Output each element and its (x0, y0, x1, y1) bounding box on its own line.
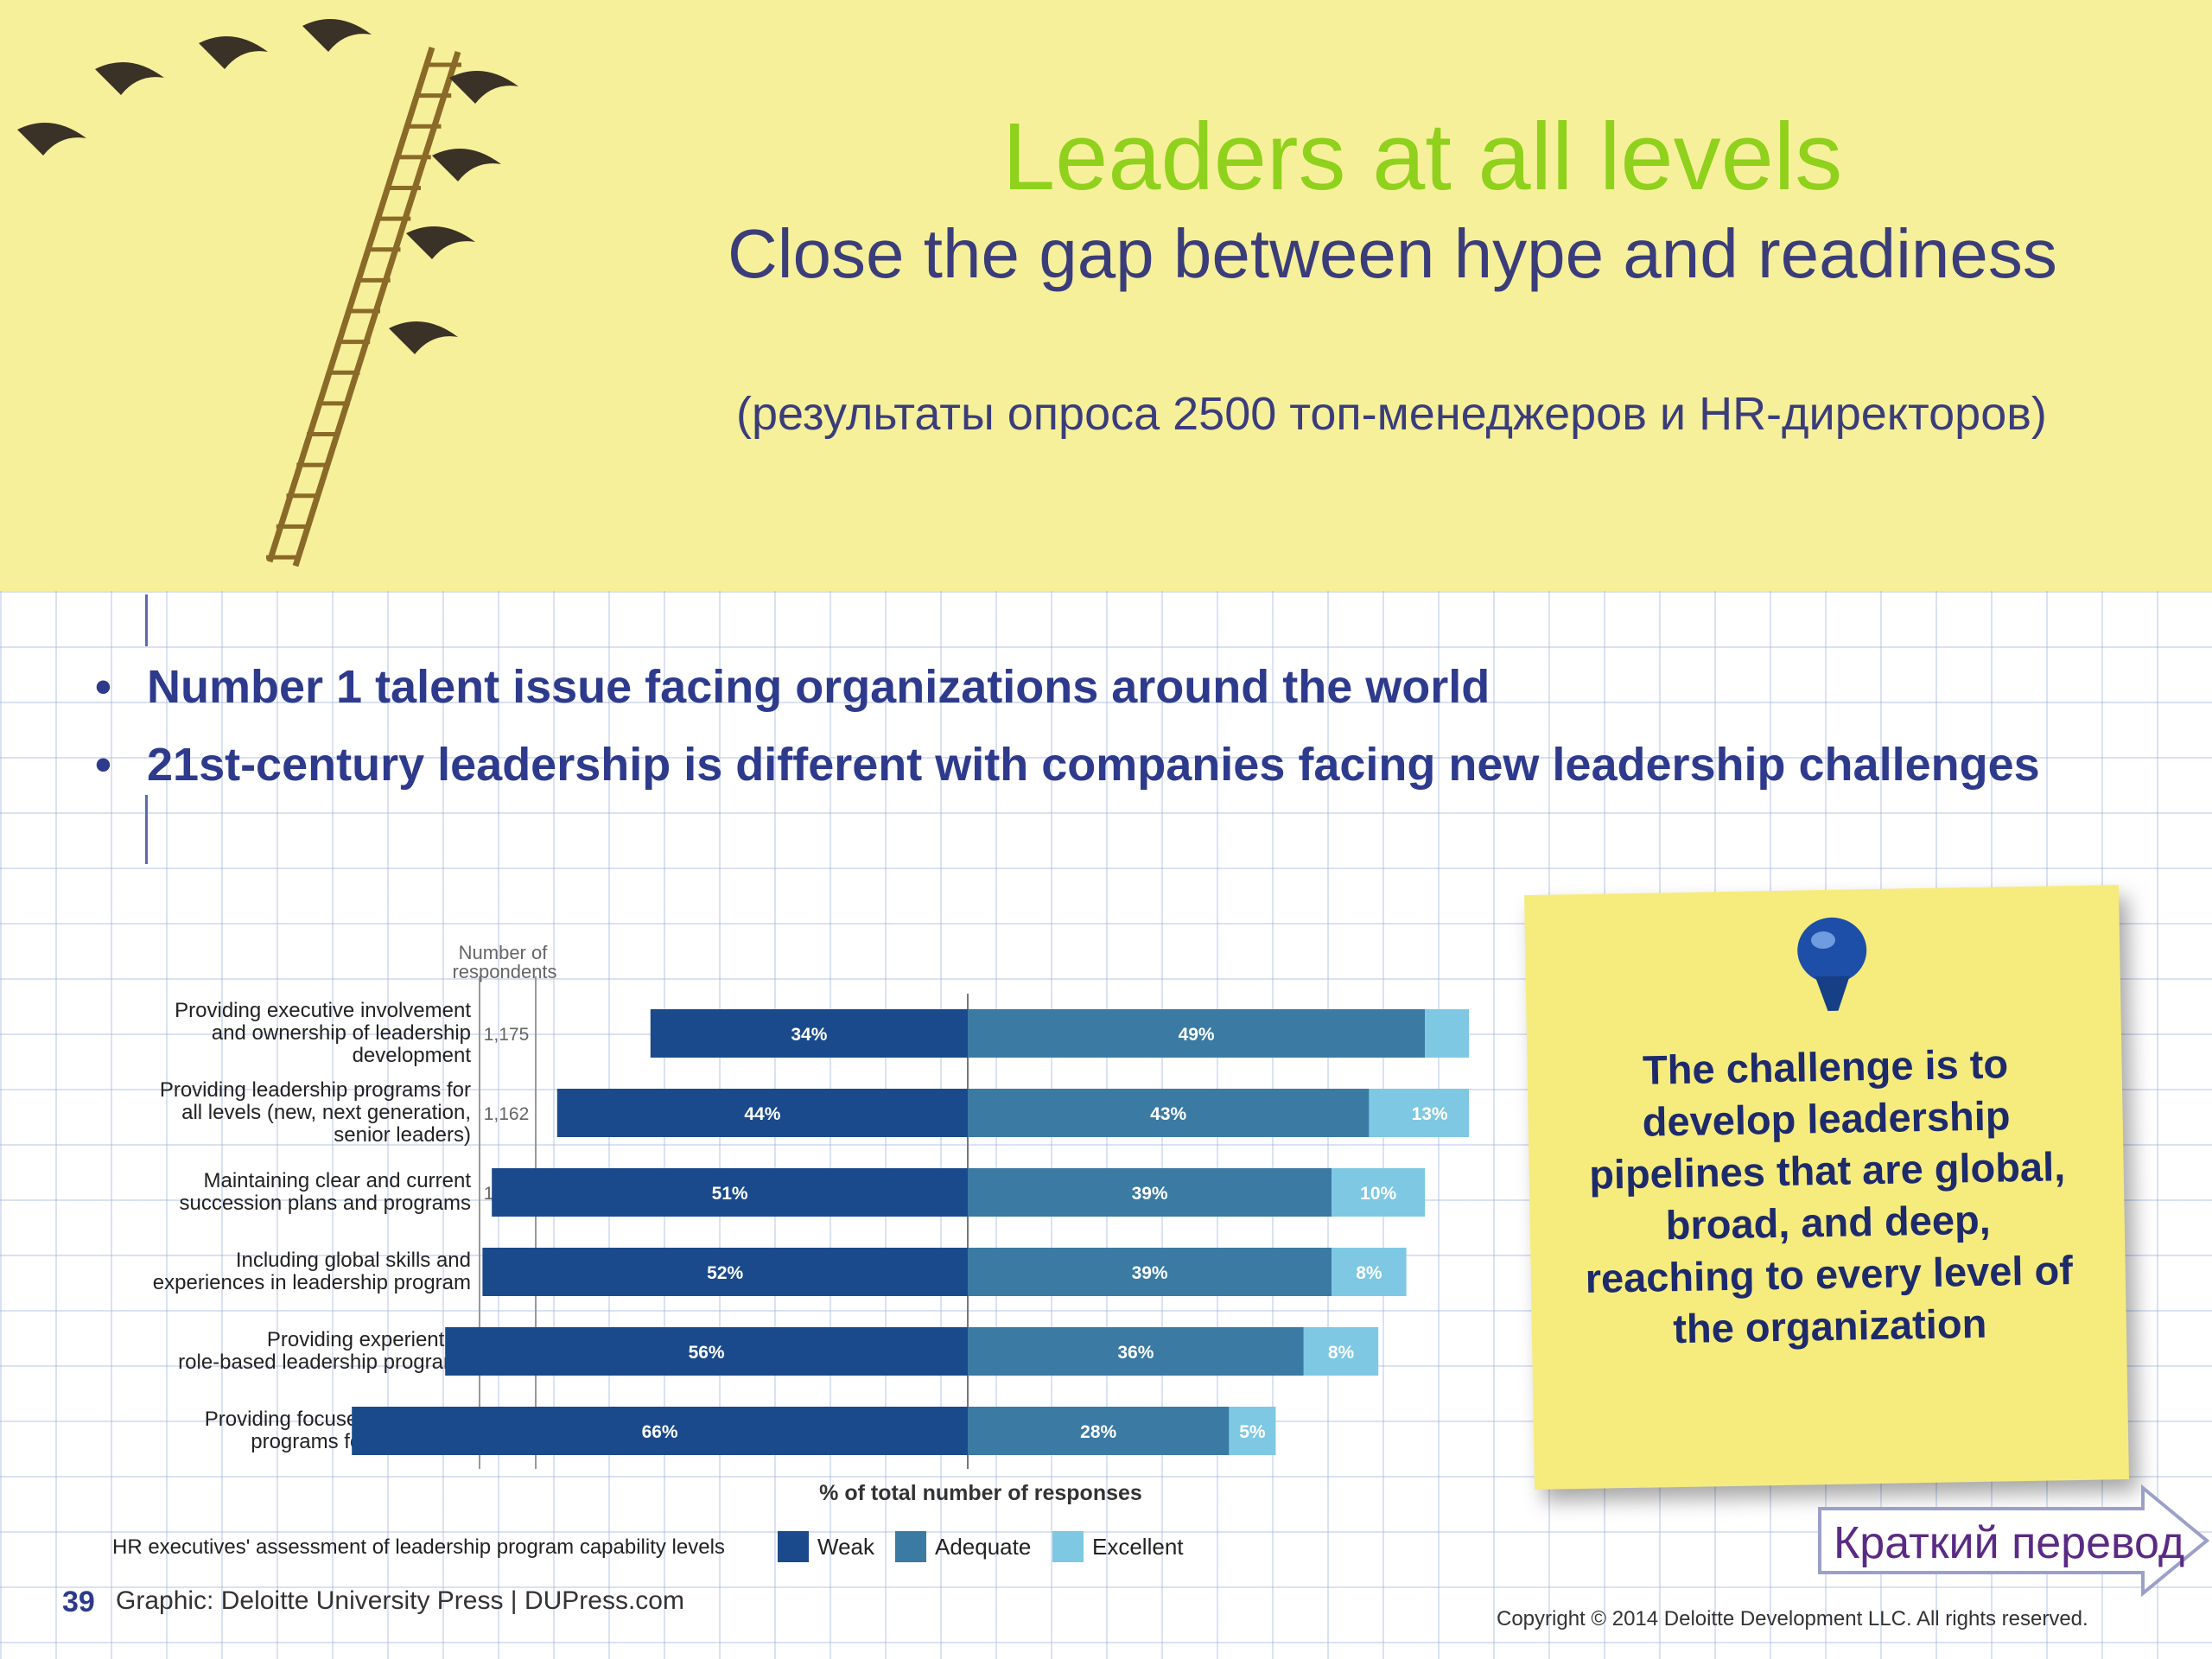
respondents-header: Number of (459, 942, 549, 963)
data-label-excellent: 8% (1356, 1263, 1382, 1283)
data-label-adequate: 36% (1117, 1343, 1154, 1363)
x-axis-label: % of total number of responses (819, 1481, 1142, 1505)
survey-note: (результаты опроса 2500 топ-менеджеров и… (736, 388, 2047, 440)
bar-adequate (968, 1248, 1332, 1296)
legend-swatch-adequate (895, 1531, 926, 1562)
bar-adequate (968, 1327, 1304, 1376)
data-label-adequate: 39% (1132, 1263, 1168, 1283)
bar-weak (650, 1009, 968, 1058)
category-label: Maintaining clear and current succession … (179, 1169, 471, 1215)
graphic-source: Graphic: Deloitte University Press | DUP… (116, 1586, 684, 1615)
data-label-excellent: 13% (1412, 1104, 1448, 1124)
data-label-weak: 34% (791, 1025, 827, 1045)
copyright: Copyright © 2014 Deloitte Development LL… (1497, 1607, 2088, 1630)
bar-weak (352, 1407, 968, 1455)
category-label: Providing leadership programs for all lev… (160, 1078, 471, 1147)
slide-number: 39 (62, 1586, 95, 1618)
category-label: Providing executive involvement and owner… (175, 999, 471, 1067)
bar-excellent (1303, 1327, 1379, 1376)
header-banner (0, 0, 2212, 591)
bar-excellent (1425, 1009, 1469, 1058)
respondents-header: respondents (452, 961, 556, 982)
bullet-text: Number 1 talent issue facing organizatio… (147, 661, 1491, 713)
data-label-excellent: 10% (1360, 1184, 1396, 1204)
bullet-text: 21st-century leadership is different wit… (147, 739, 2040, 791)
bar-excellent (1332, 1248, 1407, 1296)
divider-line (145, 594, 148, 646)
data-label-adequate: 39% (1132, 1184, 1168, 1204)
bullet-list: • Number 1 talent issue facing organizati… (95, 652, 2040, 808)
bar-adequate (968, 1089, 1370, 1137)
slide-title: Leaders at all levels (1002, 104, 1843, 210)
divider-line (145, 795, 148, 864)
data-label-excellent: 8% (1328, 1343, 1355, 1363)
legend-label-excellent: Excellent (1092, 1534, 1184, 1560)
legend-swatch-excellent (1052, 1531, 1084, 1562)
bar-weak (492, 1168, 968, 1217)
bar-adequate (968, 1009, 1426, 1058)
arrow-right-icon[interactable] (1815, 1484, 2212, 1597)
bar-adequate (968, 1168, 1332, 1217)
respondents-value: 1,162 (484, 1104, 530, 1124)
data-label-weak: 44% (744, 1104, 780, 1124)
bullet-item: • Number 1 talent issue facing organizati… (95, 661, 1491, 713)
legend-swatch-weak (778, 1531, 809, 1562)
data-label-weak: 66% (642, 1422, 678, 1442)
legend-label-adequate: Adequate (935, 1534, 1031, 1560)
data-label-weak: 51% (712, 1184, 748, 1204)
data-label-excellent: 5% (1239, 1422, 1266, 1442)
translation-link[interactable]: Краткий перевод (1834, 1518, 2185, 1568)
data-label-adequate: 43% (1150, 1104, 1186, 1124)
bar-weak (445, 1327, 968, 1376)
bar-weak (556, 1089, 968, 1137)
category-label: Providing experiential, role-based leader… (178, 1328, 471, 1374)
data-label-weak: 52% (707, 1263, 743, 1283)
legend-label-weak: Weak (817, 1534, 875, 1560)
sticky-note-text: The challenge is to develop leadership p… (1585, 1040, 2074, 1352)
category-label: Including global skills and experiences i… (153, 1249, 471, 1294)
bar-adequate (968, 1407, 1230, 1455)
bar-excellent (1369, 1089, 1469, 1137)
legend-title: HR executives' assessment of leadership … (112, 1535, 725, 1559)
bar-excellent (1229, 1407, 1276, 1455)
respondents-value: 1,175 (484, 1025, 530, 1045)
data-label-weak: 56% (689, 1343, 725, 1363)
data-label-adequate: 49% (1179, 1025, 1215, 1045)
bullet-item: • 21st-century leadership is different wi… (95, 739, 2040, 791)
slide-subtitle: Close the gap between hype and readiness (728, 215, 2057, 292)
sticky-note: The challenge is to develop leadership p… (1524, 885, 2129, 1490)
bar-weak (482, 1248, 968, 1296)
data-label-adequate: 28% (1080, 1422, 1116, 1442)
bar-excellent (1332, 1168, 1426, 1217)
geese-ladder-illustration (17, 19, 518, 568)
pushpin-icon (1797, 917, 1867, 1011)
